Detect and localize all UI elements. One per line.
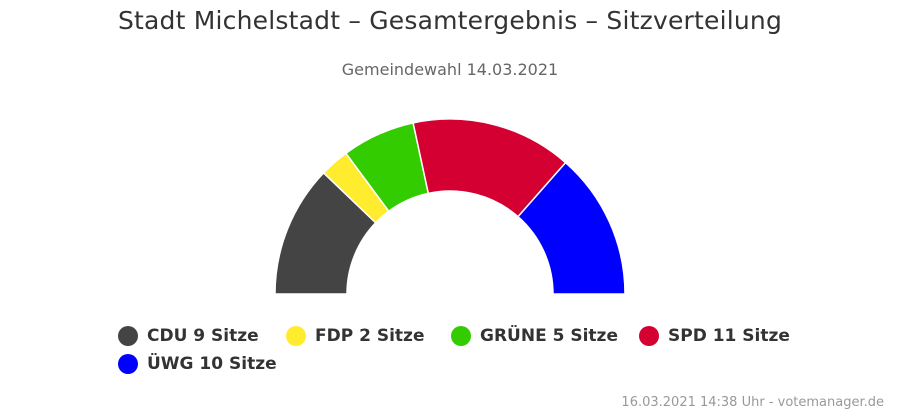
legend-swatch-cdu bbox=[118, 326, 138, 346]
legend-swatch-uewg bbox=[118, 354, 138, 374]
legend-swatch-spd bbox=[639, 326, 659, 346]
legend-item-fdp[interactable]: FDP 2 Sitze bbox=[286, 326, 424, 346]
legend-swatch-gruene bbox=[451, 326, 471, 346]
legend-label-cdu: CDU 9 Sitze bbox=[147, 326, 259, 346]
legend-item-spd[interactable]: SPD 11 Sitze bbox=[639, 326, 790, 346]
credit-link[interactable]: 16.03.2021 14:38 Uhr - votemanager.de bbox=[621, 395, 884, 410]
legend-label-gruene: GRÜNE 5 Sitze bbox=[480, 326, 618, 346]
legend-label-spd: SPD 11 Sitze bbox=[668, 326, 790, 346]
legend-item-gruene[interactable]: GRÜNE 5 Sitze bbox=[451, 326, 618, 346]
legend-swatch-fdp bbox=[286, 326, 306, 346]
legend-label-fdp: FDP 2 Sitze bbox=[315, 326, 425, 346]
legend-item-uewg[interactable]: ÜWG 10 Sitze bbox=[118, 354, 277, 374]
chart-subtitle: Gemeindewahl 14.03.2021 bbox=[341, 60, 559, 79]
slice-uewg[interactable] bbox=[517, 161, 626, 295]
legend-label-uewg: ÜWG 10 Sitze bbox=[147, 354, 277, 374]
legend-item-cdu[interactable]: CDU 9 Sitze bbox=[118, 326, 259, 346]
chart-slices bbox=[274, 118, 626, 295]
chart-title: Stadt Michelstadt – Gesamtergebnis – Sit… bbox=[117, 6, 783, 35]
